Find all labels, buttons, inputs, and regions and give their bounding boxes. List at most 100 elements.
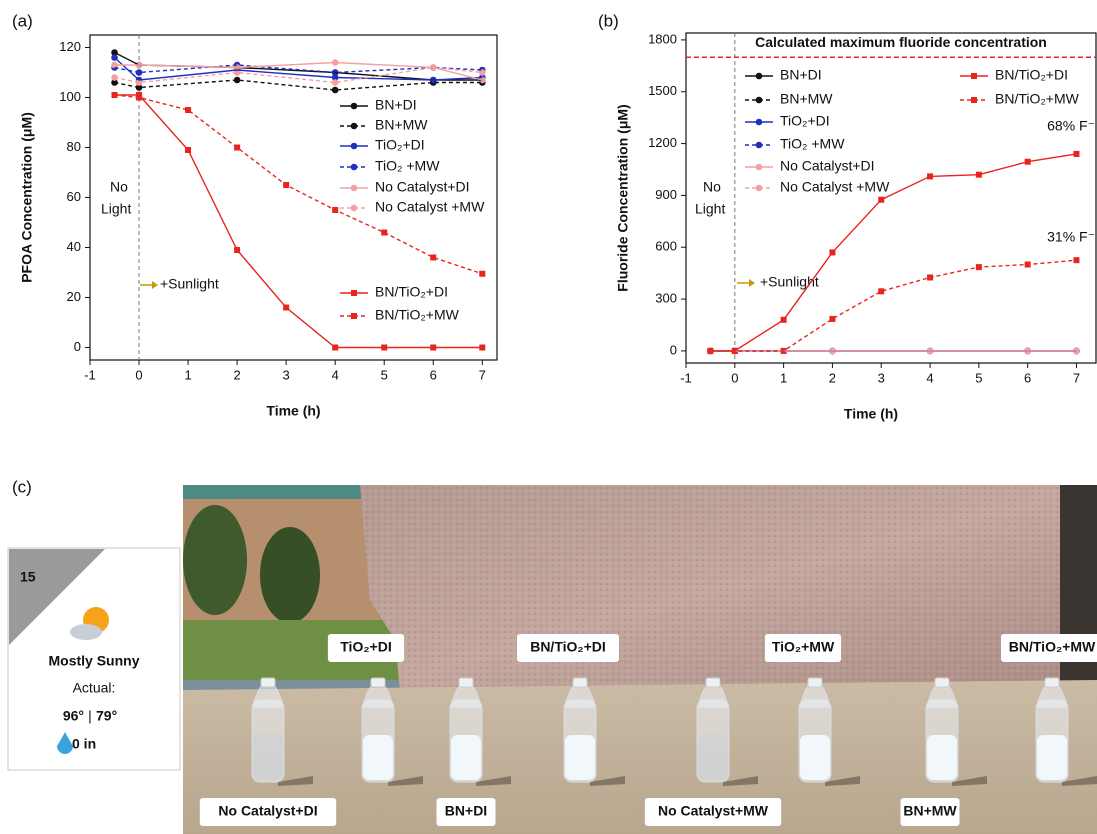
legend-label: No Catalyst +MW: [375, 199, 485, 215]
y-tick-label: 600: [655, 239, 677, 254]
weather-widget: 15 Mostly Sunny Actual: 96° | 79°0 in: [7, 547, 181, 771]
legend-marker: [971, 97, 977, 103]
x-tick-label: 1: [780, 370, 787, 385]
y-tick-label: 60: [67, 189, 81, 204]
y-tick-label: 1800: [648, 31, 677, 46]
y-tick-label: 0: [670, 342, 677, 357]
label-box: [1001, 634, 1097, 662]
temp-separator: |: [88, 708, 92, 724]
condition: Mostly Sunny: [48, 653, 139, 669]
y-tick-label: 300: [655, 291, 677, 306]
liquid: [363, 735, 393, 780]
bottle-label: BN+DI: [445, 803, 487, 819]
annotation: 31% F⁻: [1047, 229, 1095, 245]
legend-marker: [351, 290, 357, 296]
x-tick-label: 1: [184, 367, 191, 382]
y-axis-title: PFOA Concentration (μM): [19, 112, 35, 283]
legend-marker: [350, 142, 358, 150]
series-line: [114, 79, 483, 91]
annotation: +Sunlight: [760, 274, 819, 290]
label-box: [199, 798, 337, 826]
legend-marker: [350, 102, 358, 110]
bottle-label: BN/TiO₂+DI: [530, 639, 606, 655]
data-point: [233, 76, 241, 84]
high-temp: 96°: [63, 708, 84, 724]
liquid: [927, 735, 957, 780]
bottle-shadow: [825, 776, 860, 786]
chart: (b)-1 0 1 2 3 4 5 6 70300600900120015001800Time …: [598, 11, 1097, 422]
legend-marker: [755, 96, 763, 104]
y-tick-label: 1200: [648, 135, 677, 150]
x-tick-label: 6: [1024, 370, 1031, 385]
label-box: [517, 634, 619, 662]
series-line: [114, 94, 483, 349]
x-tick-label: 2: [233, 367, 240, 382]
y-tick-label: 20: [67, 289, 81, 304]
x-tick-label: 5: [381, 367, 388, 382]
x-tick-label: -1: [680, 370, 692, 385]
label-box: [327, 634, 405, 662]
x-tick-label: 2: [829, 370, 836, 385]
corner: [9, 549, 105, 645]
x-tick-label: 7: [479, 367, 486, 382]
legend-label: TiO₂ +MW: [780, 136, 845, 152]
annotation: 68% F⁻: [1047, 118, 1095, 134]
bottle-label: TiO₂+MW: [772, 639, 835, 655]
x-tick-label: 4: [926, 370, 933, 385]
panel-label: (c): [12, 477, 32, 496]
y-tick-label: 100: [59, 89, 81, 104]
x-tick-label: -1: [84, 367, 96, 382]
annotation: Light: [101, 201, 131, 217]
y-tick-label: 0: [74, 339, 81, 354]
data-point: [478, 69, 486, 76]
bottle-shadow: [388, 776, 423, 786]
legend-label: TiO₂+DI: [375, 137, 425, 153]
cloud-icon: [70, 624, 102, 640]
legend-label: BN+DI: [375, 97, 417, 113]
annotation: No: [703, 179, 721, 195]
y-tick-label: 900: [655, 187, 677, 202]
bottle-shadow: [952, 776, 987, 786]
y-tick-label: 80: [67, 139, 81, 154]
bottle-shadow: [1062, 776, 1097, 786]
annotation: +Sunlight: [160, 276, 219, 292]
label-box: [644, 798, 782, 826]
ground: [183, 680, 1097, 834]
liquid: [565, 735, 595, 780]
bottle-label: No Catalyst+DI: [218, 803, 317, 819]
series-line: [114, 56, 483, 81]
liquid: [698, 735, 728, 780]
bottle-cap: [370, 677, 386, 688]
bottle-cap: [807, 677, 823, 688]
legend-label: BN+MW: [375, 117, 428, 133]
panel-label: (b): [598, 11, 619, 30]
bottle-shadow: [476, 776, 511, 786]
y-axis-title: Fluoride Concentration (μM): [615, 104, 631, 291]
x-tick-label: 3: [878, 370, 885, 385]
series-line: [114, 94, 483, 275]
annotation: Light: [695, 201, 725, 217]
bottle-cap: [1044, 677, 1060, 688]
legend-label: BN/TiO₂+MW: [995, 91, 1080, 107]
day-number: 15: [20, 569, 36, 585]
series-line: [114, 66, 483, 84]
bottle-cap: [260, 677, 276, 688]
x-axis-title: Time (h): [266, 403, 320, 419]
bottle-label: BN/TiO₂+MW: [1009, 639, 1096, 655]
data-point: [331, 79, 339, 86]
bottle-cap: [934, 677, 950, 688]
bottle-cap: [572, 677, 588, 688]
bottle-cap: [458, 677, 474, 688]
legend-marker: [755, 72, 763, 80]
roof: [183, 485, 413, 499]
liquid: [253, 735, 283, 780]
data-point: [135, 84, 143, 91]
bottle-label: No Catalyst+MW: [658, 803, 769, 819]
actual-label: Actual:: [73, 680, 116, 696]
x-tick-label: 6: [430, 367, 437, 382]
x-tick-label: 4: [332, 367, 339, 382]
annotation: No: [110, 179, 128, 195]
plot-frame: [685, 32, 1097, 364]
